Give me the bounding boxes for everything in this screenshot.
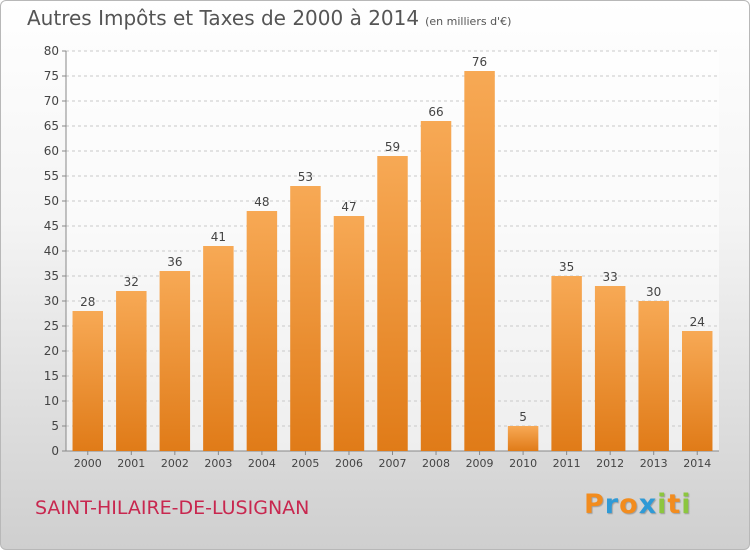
data-label: 32 — [124, 275, 139, 289]
brand-letter: i — [657, 489, 668, 520]
brand-letter: i — [681, 489, 692, 520]
bar-chart: 0 5 10 15 20 25 30 35 40 45 50 55 60 65 70 75 80 28 2000 32… — [44, 44, 719, 470]
y-tick-label: 25 — [44, 319, 59, 333]
brand-letter: x — [638, 489, 658, 520]
data-label: 24 — [690, 315, 705, 329]
brand-logo: Proxiti — [584, 489, 692, 520]
x-tick-label: 2002 — [161, 457, 189, 470]
y-tick-label: 50 — [44, 194, 59, 208]
bar — [203, 246, 234, 451]
brand-letter: r — [604, 489, 620, 520]
y-tick-label: 5 — [51, 419, 59, 433]
x-tick-label: 2006 — [335, 457, 363, 470]
bar — [681, 331, 713, 451]
y-tick-label: 20 — [44, 344, 59, 358]
data-label: 35 — [559, 260, 574, 274]
data-label: 59 — [385, 140, 400, 154]
x-tick-label: 2007 — [379, 457, 407, 470]
bar — [464, 71, 495, 451]
bar — [159, 271, 191, 451]
bar — [507, 426, 539, 451]
y-tick-label: 40 — [44, 244, 59, 258]
data-label: 47 — [341, 200, 356, 214]
bar — [72, 311, 104, 451]
brand-letter: P — [584, 489, 605, 520]
data-label: 5 — [519, 410, 527, 424]
x-tick-label: 2003 — [204, 457, 232, 470]
bar — [551, 276, 582, 451]
x-tick-label: 2004 — [248, 457, 276, 470]
bar — [420, 121, 452, 451]
x-tick-label: 2013 — [640, 457, 668, 470]
bar — [638, 301, 669, 451]
y-tick-label: 35 — [44, 269, 59, 283]
bar — [290, 186, 321, 451]
data-label: 76 — [472, 55, 487, 69]
bar — [377, 156, 408, 451]
x-tick-label: 2011 — [553, 457, 581, 470]
data-label: 53 — [298, 170, 313, 184]
brand-letter: o — [619, 489, 639, 520]
data-label: 48 — [254, 195, 269, 209]
data-label: 36 — [167, 255, 182, 269]
chart-title-text: Autres Impôts et Taxes de 2000 à 2014 — [27, 6, 420, 30]
x-tick-label: 2000 — [74, 457, 102, 470]
data-label: 28 — [80, 295, 95, 309]
y-tick-label: 75 — [44, 69, 59, 83]
x-tick-label: 2014 — [683, 457, 711, 470]
y-tick-label: 70 — [44, 94, 59, 108]
bar — [333, 216, 365, 451]
x-tick-label: 2001 — [117, 457, 145, 470]
x-tick-label: 2008 — [422, 457, 450, 470]
bar — [594, 286, 626, 451]
y-tick-label: 60 — [44, 144, 59, 158]
y-tick-label: 0 — [51, 444, 59, 458]
data-label: 33 — [603, 270, 618, 284]
chart-subtitle: (en milliers d'€) — [425, 15, 512, 28]
y-tick-label: 15 — [44, 369, 59, 383]
y-tick-label: 80 — [44, 44, 59, 58]
x-tick-label: 2009 — [466, 457, 494, 470]
chart-title: Autres Impôts et Taxes de 2000 à 2014 (en… — [27, 6, 511, 30]
data-label: 30 — [646, 285, 661, 299]
data-label: 41 — [211, 230, 226, 244]
y-tick-label: 10 — [44, 394, 59, 408]
y-tick-label: 30 — [44, 294, 59, 308]
bar — [246, 211, 278, 451]
bar — [116, 291, 147, 451]
brand-letter: t — [667, 489, 682, 520]
x-tick-label: 2010 — [509, 457, 537, 470]
x-tick-label: 2005 — [291, 457, 319, 470]
y-tick-label: 65 — [44, 119, 59, 133]
x-tick-label: 2012 — [596, 457, 624, 470]
data-label: 66 — [428, 105, 443, 119]
place-name: SAINT-HILAIRE-DE-LUSIGNAN — [35, 497, 310, 519]
y-tick-label: 55 — [44, 169, 59, 183]
y-tick-label: 45 — [44, 219, 59, 233]
